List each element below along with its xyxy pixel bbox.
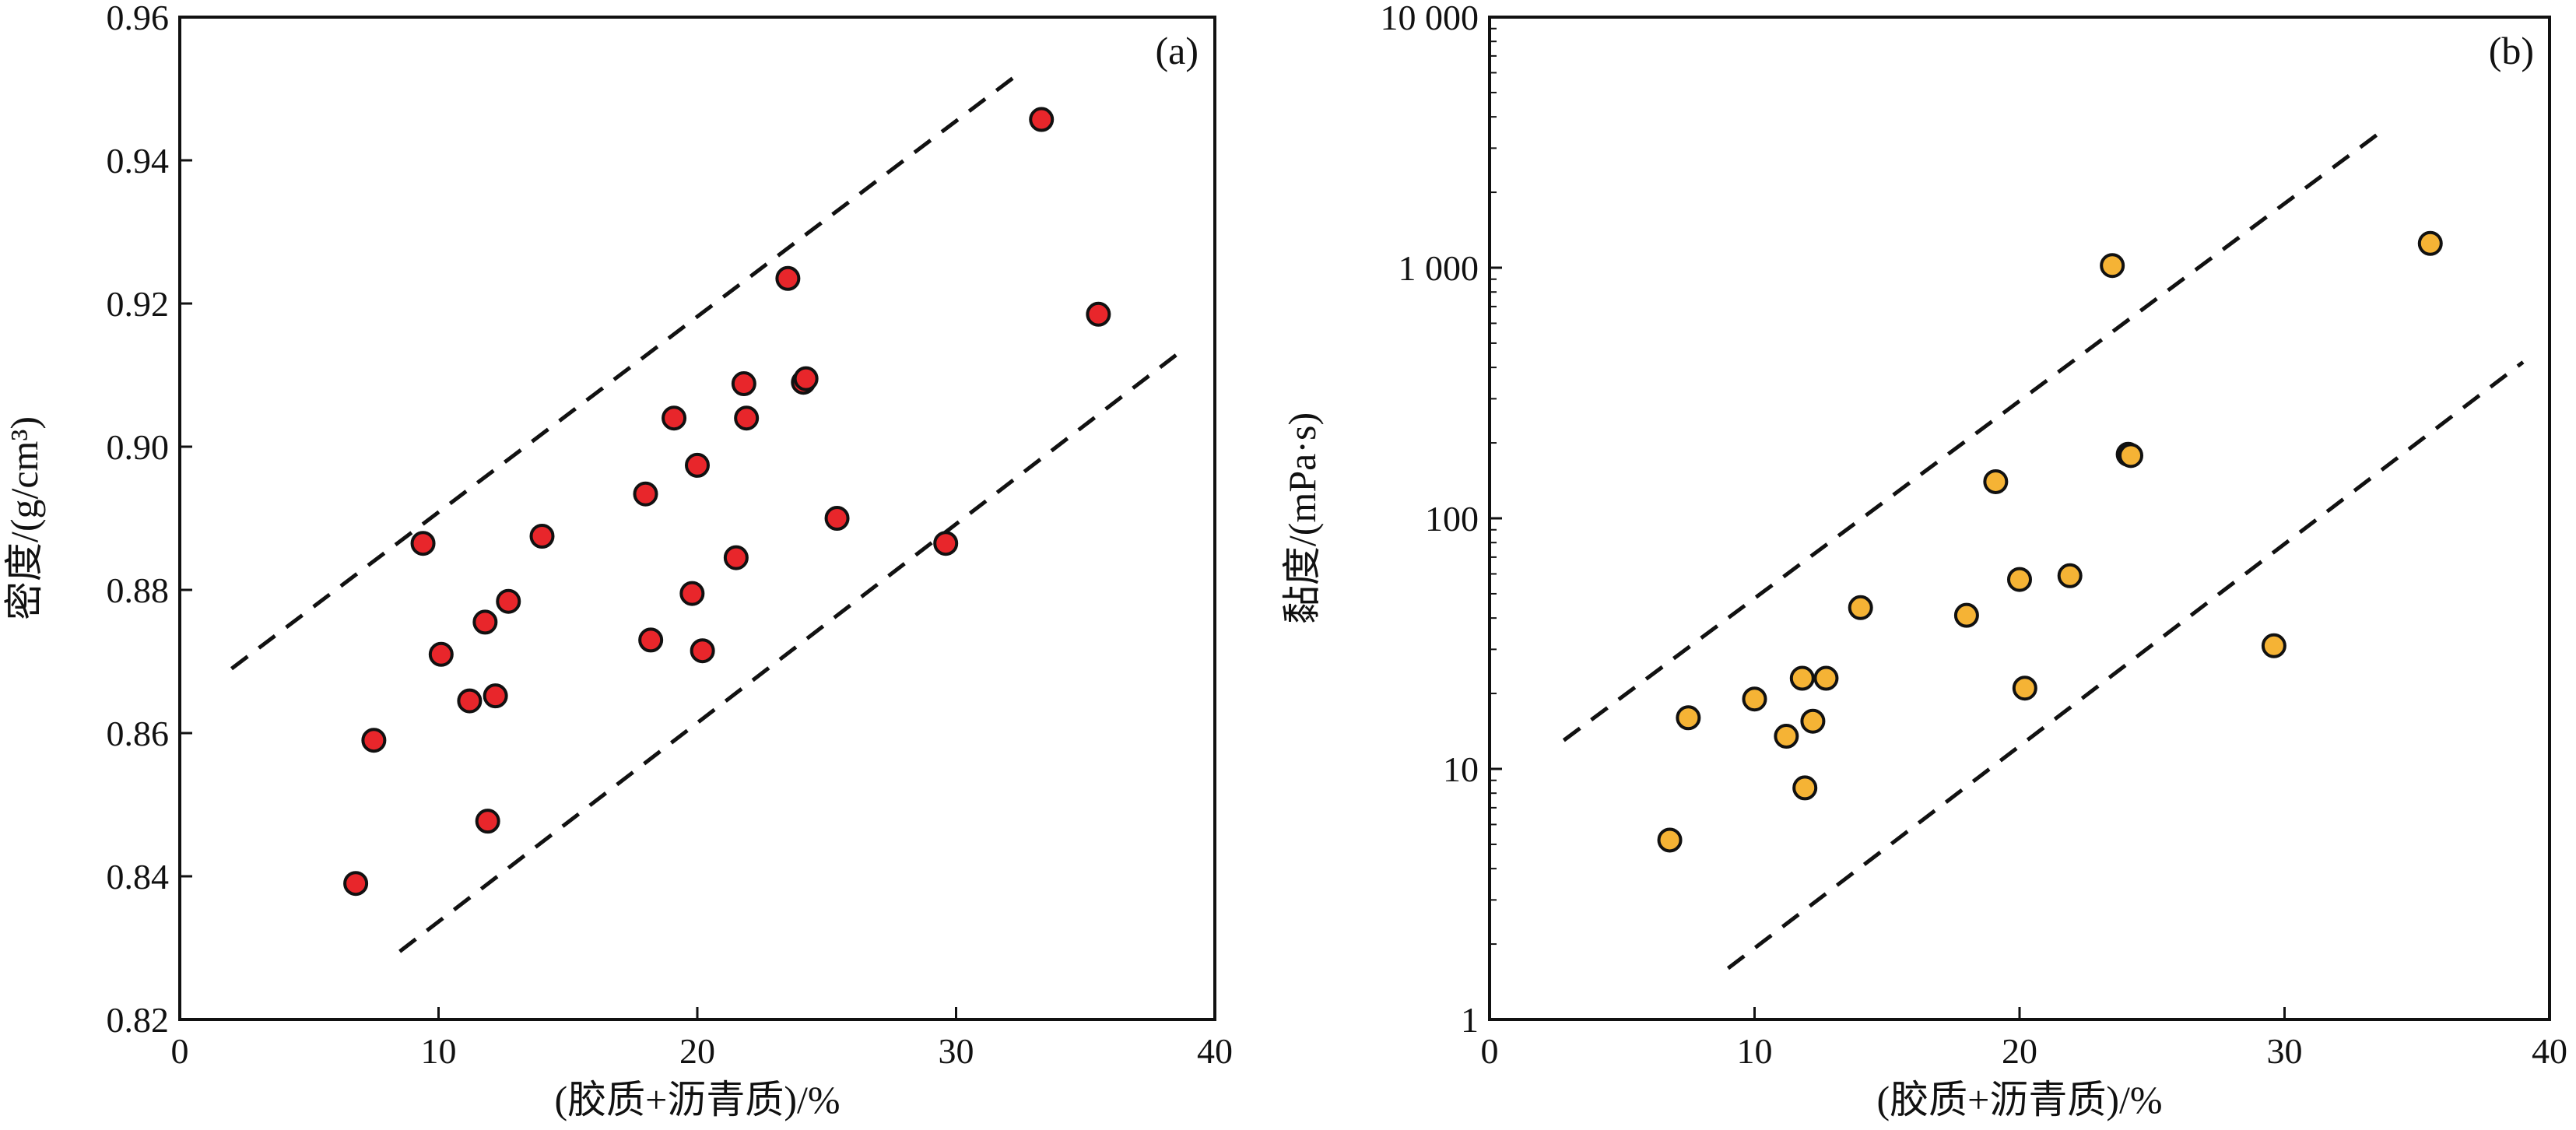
data-point	[933, 531, 959, 556]
y-tick-label: 0.90	[107, 427, 170, 467]
y-tick-label: 10	[1443, 749, 1479, 789]
data-point	[638, 627, 664, 653]
boundary-lines-a	[230, 76, 1177, 953]
y-axis-label-b: 黏度/(mPa·s)	[1280, 412, 1324, 624]
data-point	[2012, 676, 2037, 701]
y-tick-label: 10 000	[1381, 0, 1479, 37]
viscosity-panel: 0 10 20 30 40 1 10 100 1 000 10 000 (b) (胶质+沥青质)…	[1280, 0, 2567, 1121]
y-ticks-a: 0.82 0.84 0.86 0.88 0.90 0.92 0.94 0.96	[107, 0, 192, 1040]
data-point	[2417, 230, 2443, 256]
x-tick-label: 40	[2532, 1031, 2567, 1071]
data-point	[1800, 708, 1826, 734]
data-point	[633, 481, 658, 507]
upper-bound-line	[1562, 132, 2379, 742]
x-ticks-a: 0 10 20 30 40	[171, 1007, 1233, 1071]
data-point	[1983, 468, 2009, 494]
data-points-b	[1657, 230, 2443, 853]
y-tick-label: 0.82	[107, 1000, 170, 1040]
data-point	[793, 366, 819, 391]
y-tick-label: 0.94	[107, 141, 170, 181]
x-tick-label: 40	[1197, 1031, 1233, 1071]
data-point	[410, 531, 436, 556]
x-tick-label: 30	[939, 1031, 974, 1071]
x-tick-label: 10	[1737, 1031, 1773, 1071]
panel-label-b: (b)	[2489, 29, 2534, 72]
x-tick-label: 0	[1481, 1031, 1499, 1071]
density-panel: 0 10 20 30 40 0.820.840.860.880.900.920.940.…	[2, 0, 1233, 1121]
x-tick-label: 0	[171, 1031, 189, 1071]
boundary-lines-b	[1562, 132, 2525, 970]
data-point	[775, 265, 801, 291]
y-tick-label: 0.86	[107, 714, 170, 753]
y-tick-label: 100	[1425, 499, 1479, 539]
data-point	[483, 683, 508, 709]
data-point	[1657, 827, 1683, 853]
data-point	[1953, 602, 1979, 628]
data-point	[472, 609, 498, 635]
data-point	[496, 588, 521, 614]
plot-frame-a	[178, 16, 1216, 1021]
data-point	[428, 641, 454, 667]
lower-bound-line	[398, 353, 1177, 953]
y-tick-label: 0.88	[107, 570, 170, 610]
data-point	[1742, 686, 1767, 712]
y-tick-label: 1	[1461, 1000, 1479, 1040]
data-point	[2007, 567, 2032, 592]
y-axis-label-a: 密度/(g/cm³)	[2, 416, 46, 620]
plot-frame-b	[1488, 16, 2551, 1021]
panel-label-a: (a)	[1156, 29, 1199, 72]
data-point	[457, 688, 483, 714]
data-point	[1676, 705, 1701, 731]
y-tick-label: 0.84	[107, 857, 170, 897]
data-point	[824, 506, 850, 531]
x-axis-label-a: (胶质+沥青质)/%	[554, 1078, 840, 1121]
data-point	[1086, 301, 1111, 327]
y-tick-label: 0.92	[107, 284, 170, 324]
x-ticks-b: 0 10 20 30 40	[1481, 1007, 2567, 1071]
data-point	[2261, 633, 2286, 658]
data-point	[2118, 443, 2144, 468]
data-point	[343, 871, 369, 897]
data-point	[1848, 595, 1873, 620]
x-tick-label: 30	[2267, 1031, 2303, 1071]
data-point	[734, 405, 760, 431]
data-point	[723, 545, 749, 570]
lower-bound-line	[1726, 360, 2525, 970]
data-point	[679, 581, 705, 606]
data-point	[1789, 665, 1815, 691]
data-point	[731, 371, 756, 397]
data-point	[529, 524, 555, 549]
data-point	[662, 405, 687, 431]
data-point	[2057, 563, 2083, 588]
x-axis-label-b: (胶质+沥青质)/%	[1876, 1078, 2162, 1121]
data-point	[1813, 665, 1839, 691]
x-tick-label: 20	[679, 1031, 715, 1071]
data-point	[2100, 253, 2125, 279]
data-point	[475, 809, 500, 834]
data-point	[685, 452, 710, 478]
y-tick-label: 0.96	[107, 0, 170, 37]
data-points-a	[343, 107, 1111, 897]
upper-bound-line	[230, 76, 1015, 671]
y-ticks-b: 1 10 100 1 000 10 000	[1381, 0, 1502, 1040]
x-tick-label: 10	[421, 1031, 457, 1071]
data-point	[1792, 775, 1818, 801]
data-point	[1029, 107, 1055, 132]
data-point	[361, 728, 387, 753]
data-point	[1774, 724, 1799, 749]
x-tick-label: 20	[2002, 1031, 2037, 1071]
y-tick-label: 1 000	[1399, 248, 1479, 288]
data-point	[690, 638, 715, 664]
